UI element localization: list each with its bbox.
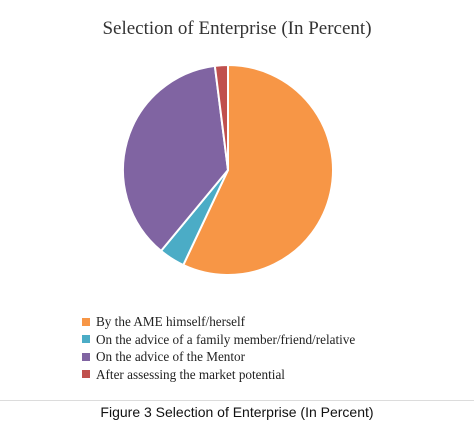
legend-label-mentor: On the advice of the Mentor (96, 349, 246, 364)
chart-title: Selection of Enterprise (In Percent) (102, 18, 372, 39)
pie-chart (122, 63, 334, 276)
divider (0, 400, 474, 401)
legend-swatch-family (82, 335, 90, 344)
legend-label-ame: By the AME himself/herself (96, 314, 246, 329)
pie-slice-mentor (122, 64, 230, 253)
legend-item-mentor: On the advice of the Mentor (82, 348, 355, 366)
chart-area: Selection of Enterprise (In Percent) By … (82, 18, 372, 383)
legend-item-family: On the advice of a family member/friend/… (82, 331, 355, 349)
figure-caption: Figure 3 Selection of Enterprise (In Per… (100, 404, 374, 420)
legend-label-family: On the advice of a family member/friend/… (96, 331, 356, 347)
legend-item-ame: By the AME himself/herself (82, 313, 355, 331)
pie-slice-market (213, 63, 229, 171)
legend-swatch-market (82, 370, 90, 379)
legend-label-market: After assessing the market potential (96, 366, 285, 382)
legend-swatch-ame (82, 317, 90, 326)
legend-item-market: After assessing the market potential (82, 366, 355, 384)
chart-legend: By the AME himself/herself On the advice… (82, 313, 355, 383)
pie-slice-ame (181, 63, 334, 276)
legend-swatch-mentor (82, 352, 90, 361)
